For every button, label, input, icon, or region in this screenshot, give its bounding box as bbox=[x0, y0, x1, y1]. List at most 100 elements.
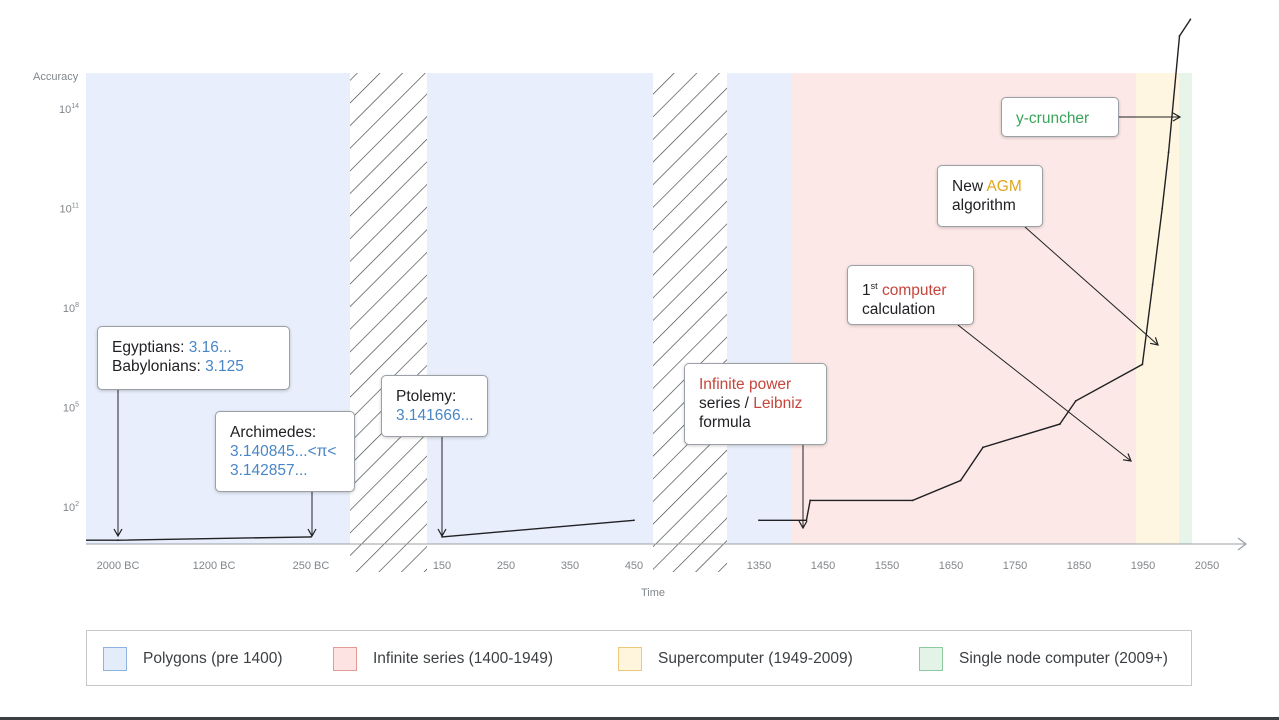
annotation-line: 1st computer bbox=[862, 277, 959, 300]
series-point bbox=[758, 519, 760, 522]
annotation-text: algorithm bbox=[952, 197, 1016, 214]
annotation-ptolemy: Ptolemy: 3.141666... bbox=[381, 375, 488, 437]
annotation-line: Egyptians: 3.16... bbox=[112, 338, 275, 357]
annotation-line: 3.140845...<π< bbox=[230, 442, 340, 461]
legend-item: Polygons (pre 1400) bbox=[103, 645, 283, 673]
annotation-line: y-cruncher bbox=[1016, 109, 1104, 128]
annotation-text: st bbox=[870, 281, 878, 291]
annotation-arrow-agm bbox=[1024, 226, 1159, 346]
legend-label: Supercomputer (1949-2009) bbox=[658, 650, 853, 667]
x-tick-label: 250 BC bbox=[293, 560, 330, 572]
annotation-line: Archimedes: bbox=[230, 423, 340, 442]
annotation-line: Infinite power bbox=[699, 375, 812, 394]
series-point bbox=[1167, 151, 1170, 154]
axis-break-1 bbox=[653, 73, 727, 572]
x-tick-label: 2000 BC bbox=[97, 560, 140, 572]
legend-swatch bbox=[103, 647, 127, 671]
y-tick-label: 1011 bbox=[59, 203, 79, 216]
y-tick-label: 105 bbox=[63, 402, 79, 415]
era-band-3 bbox=[1179, 73, 1192, 544]
annotation-leibniz: Infinite power series / Leibniz formula bbox=[684, 363, 827, 445]
annotation-line: 3.142857... bbox=[230, 461, 340, 480]
annotation-text: calculation bbox=[862, 301, 936, 318]
y-tick-label: 102 bbox=[63, 501, 79, 514]
annotation-ycruncher: y-cruncher bbox=[1001, 97, 1119, 137]
series-point bbox=[1074, 399, 1077, 402]
series-point bbox=[310, 535, 312, 538]
annotation-text: computer bbox=[881, 282, 947, 299]
annotation-text: 3.140845...<π< bbox=[230, 443, 337, 460]
annotation-computer: 1st computer calculation bbox=[847, 265, 974, 325]
legend-swatch bbox=[333, 647, 357, 671]
x-tick-label: 1650 bbox=[939, 560, 963, 572]
series-line-segment bbox=[759, 19, 1191, 521]
era-band-2 bbox=[1136, 73, 1179, 544]
annotation-line: algorithm bbox=[952, 196, 1028, 215]
series-point bbox=[117, 539, 119, 542]
x-tick-label: 1200 BC bbox=[193, 560, 236, 572]
annotation-archimedes: Archimedes: 3.140845...<π< 3.142857... bbox=[215, 411, 355, 492]
annotation-line: formula bbox=[699, 413, 812, 432]
series-point bbox=[1178, 35, 1181, 37]
annotation-text: 3.16... bbox=[188, 339, 232, 356]
x-tick-label: 1450 bbox=[811, 560, 835, 572]
annotation-text: Babylonians: bbox=[112, 358, 206, 375]
series-point bbox=[809, 499, 812, 502]
x-axis-title: Time bbox=[641, 587, 665, 599]
y-tick-label: 1014 bbox=[59, 103, 79, 116]
axis-break-0 bbox=[350, 73, 427, 572]
series-line-segment bbox=[441, 519, 635, 538]
annotation-line: series / Leibniz bbox=[699, 394, 812, 413]
x-tick-label: 1550 bbox=[875, 560, 899, 572]
x-tick-label: 1350 bbox=[747, 560, 771, 572]
annotation-egyptians: Egyptians: 3.16... Babylonians: 3.125 bbox=[97, 326, 290, 390]
legend-item: Single node computer (2009+) bbox=[919, 645, 1168, 673]
legend-label: Polygons (pre 1400) bbox=[143, 650, 283, 667]
y-axis-title: Accuracy bbox=[33, 71, 79, 83]
annotation-text: formula bbox=[699, 414, 751, 431]
x-tick-label: 450 bbox=[625, 560, 643, 572]
series-point bbox=[1161, 207, 1164, 210]
legend-swatch bbox=[919, 647, 943, 671]
annotation-line: Babylonians: 3.125 bbox=[112, 357, 275, 376]
annotation-agm: New AGM algorithm bbox=[937, 165, 1043, 227]
x-tick-label: 1750 bbox=[1003, 560, 1027, 572]
legend: Polygons (pre 1400) Infinite series (1400… bbox=[86, 630, 1192, 686]
annotation-text: y-cruncher bbox=[1016, 110, 1090, 127]
bottom-border bbox=[0, 717, 1279, 720]
legend-item: Infinite series (1400-1949) bbox=[333, 645, 553, 673]
x-tick-label: 250 bbox=[497, 560, 515, 572]
annotation-text: Archimedes: bbox=[230, 424, 317, 441]
annotation-line: 3.141666... bbox=[396, 406, 474, 425]
annotation-arrow-computer bbox=[957, 324, 1132, 462]
series-point bbox=[982, 446, 984, 449]
annotation-text: Leibniz bbox=[753, 395, 803, 412]
x-tick-label: 350 bbox=[561, 560, 579, 572]
annotation-line: New AGM bbox=[952, 177, 1028, 196]
annotation-text: 3.141666... bbox=[396, 407, 474, 424]
series-point bbox=[805, 519, 808, 522]
annotation-line: Ptolemy: bbox=[396, 387, 473, 406]
annotation-text: Infinite power bbox=[699, 376, 792, 393]
series-point bbox=[1151, 283, 1154, 286]
series-point bbox=[441, 535, 443, 538]
x-axis-arrow bbox=[1237, 537, 1247, 551]
legend-item: Supercomputer (1949-2009) bbox=[618, 645, 853, 673]
annotation-text: series / bbox=[699, 395, 754, 412]
x-tick-label: 2050 bbox=[1195, 560, 1219, 572]
annotation-line: calculation bbox=[862, 300, 959, 319]
x-tick-label: 1850 bbox=[1067, 560, 1091, 572]
series-point bbox=[1189, 18, 1192, 21]
series-point bbox=[1058, 423, 1061, 425]
x-tick-label: 1950 bbox=[1131, 560, 1155, 572]
annotation-text: 1 bbox=[862, 282, 871, 299]
annotation-text: Ptolemy: bbox=[396, 388, 457, 405]
series-point bbox=[1141, 363, 1144, 366]
x-tick-label: 150 bbox=[433, 560, 451, 572]
legend-label: Infinite series (1400-1949) bbox=[373, 650, 554, 667]
legend-label: Single node computer (2009+) bbox=[959, 650, 1168, 667]
series-point bbox=[959, 479, 962, 482]
series-point bbox=[911, 499, 914, 502]
annotation-text: AGM bbox=[986, 178, 1022, 195]
legend-swatch bbox=[618, 647, 642, 671]
